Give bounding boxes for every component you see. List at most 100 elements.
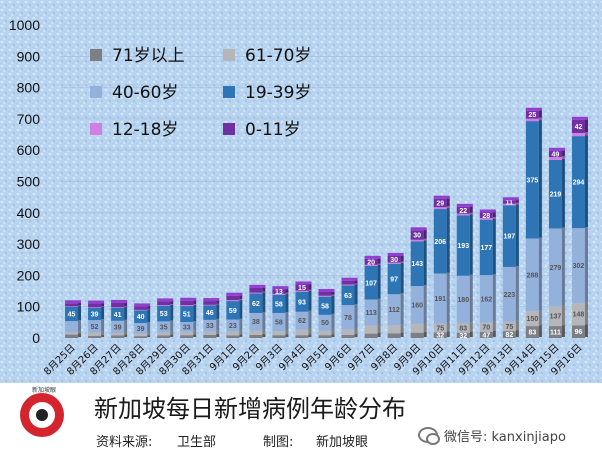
- bar-segment: [88, 307, 102, 321]
- data-label: 23: [229, 323, 237, 330]
- bar-segment-side: [377, 265, 381, 299]
- data-label: 223: [504, 292, 516, 299]
- data-label: 193: [457, 243, 469, 250]
- bar-segment-side: [354, 304, 358, 329]
- bar-segment-side: [515, 330, 519, 337]
- bar-segment-side: [78, 320, 82, 332]
- bar-segment: [134, 310, 148, 323]
- bar-segment: [226, 301, 240, 320]
- bar-segment-side: [216, 318, 220, 331]
- bar-segment-side: [400, 324, 404, 333]
- data-label: 11: [506, 200, 514, 207]
- bar-segment-side: [331, 334, 335, 337]
- y-tick-label: 0: [32, 330, 40, 346]
- bar-segment: [502, 203, 516, 206]
- bar-segment: [456, 206, 470, 214]
- bar-segment: [249, 292, 263, 294]
- bar-segment: [111, 307, 125, 321]
- data-label: 160: [411, 302, 423, 309]
- bar-segment: [203, 305, 217, 320]
- bar-segment-side: [492, 211, 496, 218]
- bar-segment: [387, 255, 401, 263]
- bar-segment: [295, 290, 309, 292]
- y-tick-label: 400: [17, 205, 41, 221]
- data-label: 41: [114, 312, 122, 319]
- data-label: 162: [480, 296, 492, 303]
- bar-segment-side: [584, 118, 588, 132]
- bar-segment-side: [584, 131, 588, 136]
- bar-segment-side: [515, 199, 519, 203]
- bar-segment: [548, 306, 562, 327]
- bar-segment-side: [515, 202, 519, 205]
- bar-segment: [525, 118, 539, 122]
- data-label: 150: [527, 316, 539, 323]
- data-label: 32: [436, 333, 444, 340]
- data-label: 111: [550, 330, 561, 337]
- bar-segment-side: [469, 214, 473, 275]
- bar-segment-side: [446, 322, 450, 332]
- bar-segment: [226, 319, 240, 332]
- bar-segment-side: [331, 294, 335, 296]
- bar-cap: [111, 299, 128, 303]
- bar-segment-side: [147, 308, 151, 310]
- bar-segment: [203, 304, 217, 306]
- legend-label: 0-11岁: [245, 120, 301, 140]
- bar-segment-side: [561, 149, 565, 157]
- bar-segment: [249, 330, 263, 335]
- data-label: 143: [411, 261, 423, 268]
- data-label: 32: [459, 333, 467, 340]
- maker-value: 新加坡眼: [316, 435, 369, 450]
- bar-segment: [456, 215, 470, 276]
- bar-cap: [203, 298, 220, 302]
- bar-segment: [157, 305, 171, 322]
- bar-segment: [203, 331, 217, 335]
- bar-segment-side: [147, 335, 151, 337]
- bar-segment-side: [285, 288, 289, 293]
- wechat-id: 微信号: kanxinjiapo: [444, 429, 566, 445]
- bar-segment: [272, 293, 286, 295]
- bar-segment-side: [216, 304, 220, 319]
- bar-segment-side: [124, 334, 128, 337]
- bar-cap: [502, 197, 519, 201]
- bar-segment: [502, 321, 516, 332]
- bar-segment-side: [78, 305, 82, 307]
- data-label: 78: [344, 315, 352, 322]
- bar-segment-side: [239, 300, 243, 319]
- bar-segment-side: [423, 229, 427, 239]
- bar-segment-side: [492, 274, 496, 322]
- bar-segment-side: [170, 304, 174, 305]
- bar-segment: [571, 228, 585, 303]
- bar-segment: [479, 322, 493, 332]
- bar-segment: [341, 280, 355, 285]
- bar-segment: [272, 335, 286, 338]
- bar-segment-side: [170, 320, 174, 332]
- bar-segment-side: [331, 290, 335, 295]
- bar-segment-side: [285, 293, 289, 312]
- bar-segment-side: [170, 304, 174, 321]
- data-label: 35: [160, 324, 168, 331]
- data-label: 302: [573, 263, 585, 270]
- bar-segment: [226, 335, 240, 338]
- bar-segment-side: [170, 300, 174, 305]
- bar-segment: [226, 331, 240, 336]
- data-label: 62: [252, 301, 260, 308]
- bar-segment: [364, 325, 378, 334]
- bar-segment: [364, 264, 378, 267]
- bar-segment-side: [216, 300, 220, 304]
- bar-segment-side: [262, 286, 266, 292]
- bar-segment: [180, 306, 194, 323]
- bar-segment: [433, 273, 447, 324]
- bar-segment-side: [285, 330, 289, 335]
- bar-segment-side: [538, 325, 542, 337]
- bar-segment-side: [400, 254, 404, 262]
- bar-segment-side: [285, 334, 289, 337]
- bar-segment: [571, 136, 585, 229]
- bar-segment: [157, 305, 171, 306]
- bar-cap: [318, 288, 335, 292]
- bar-cap: [387, 252, 404, 256]
- bar-segment: [180, 335, 194, 338]
- bar-segment: [134, 306, 148, 310]
- bar-segment: [134, 322, 148, 334]
- bar-segment: [180, 300, 194, 306]
- bar-segment: [65, 334, 79, 338]
